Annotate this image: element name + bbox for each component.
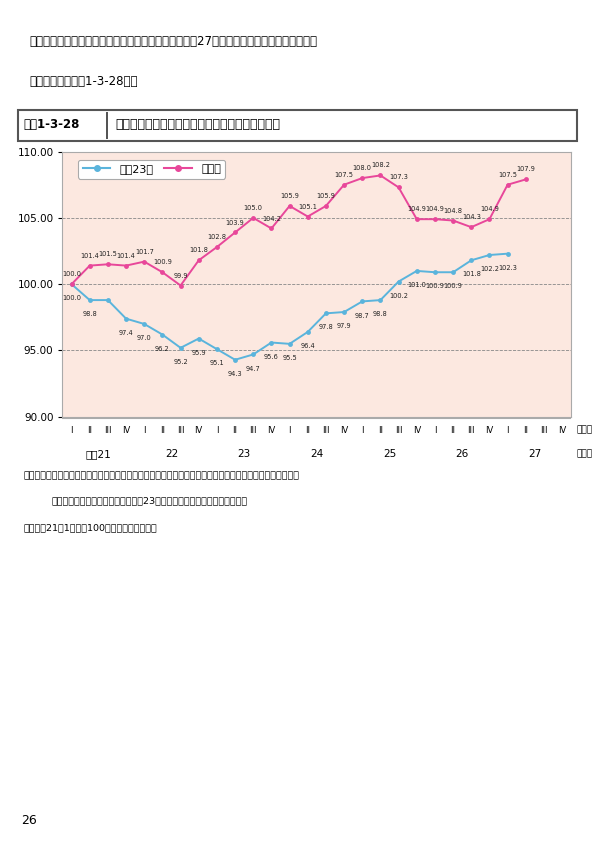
Text: 108.2: 108.2 <box>371 163 390 168</box>
Text: 図表1-3-28: 図表1-3-28 <box>23 119 80 131</box>
Text: （期）: （期） <box>577 426 593 434</box>
Text: III: III <box>249 426 257 434</box>
Text: IV: IV <box>413 426 421 434</box>
Text: 26: 26 <box>456 449 469 459</box>
Text: 101.4: 101.4 <box>80 253 99 258</box>
Text: 95.5: 95.5 <box>282 355 297 361</box>
Text: III: III <box>395 426 402 434</box>
Text: III: III <box>468 426 475 434</box>
Text: 107.5: 107.5 <box>334 172 353 178</box>
Text: 98.7: 98.7 <box>355 312 369 318</box>
Text: 105.9: 105.9 <box>317 193 336 199</box>
Text: 101.0: 101.0 <box>408 282 426 288</box>
Text: 98.8: 98.8 <box>373 312 388 317</box>
Text: I: I <box>143 426 146 434</box>
Text: 101.8: 101.8 <box>189 248 208 253</box>
Text: II: II <box>523 426 528 434</box>
Text: 22: 22 <box>165 449 178 459</box>
Text: 96.2: 96.2 <box>155 346 170 352</box>
Text: 賃貸マンションの賃料指数の推移については、平成27年度は、東京都区部、大阪市とも: 賃貸マンションの賃料指数の推移については、平成27年度は、東京都区部、大阪市とも <box>30 35 318 48</box>
Text: 資料：「マンション賮料インデックス（アットホーム（株）、（株）三井住友トラスト基瞒研究所）頊賌型: 資料：「マンション賮料インデックス（アットホーム（株）、（株）三井住友トラスト基… <box>24 472 300 481</box>
Text: 99.9: 99.9 <box>173 273 188 279</box>
Text: に上昇した（図表1-3-28）。: に上昇した（図表1-3-28）。 <box>30 75 138 88</box>
Text: 102.2: 102.2 <box>480 266 499 272</box>
Text: 103.9: 103.9 <box>226 220 245 226</box>
Text: IV: IV <box>340 426 348 434</box>
Text: 100.9: 100.9 <box>444 284 462 290</box>
Text: IV: IV <box>267 426 275 434</box>
Text: 107.5: 107.5 <box>498 172 517 178</box>
Text: I: I <box>215 426 218 434</box>
Text: 105.1: 105.1 <box>298 204 317 210</box>
Text: II: II <box>233 426 237 434</box>
Text: IV: IV <box>486 426 494 434</box>
Text: 97.9: 97.9 <box>337 323 352 329</box>
Text: 25: 25 <box>383 449 396 459</box>
Text: 105.0: 105.0 <box>244 205 263 211</box>
Text: III: III <box>177 426 184 434</box>
Text: 95.6: 95.6 <box>264 354 279 360</box>
Text: II: II <box>450 426 456 434</box>
Text: 104.9: 104.9 <box>408 206 426 212</box>
Text: 24: 24 <box>310 449 324 459</box>
Text: 97.8: 97.8 <box>318 324 333 330</box>
Legend: 東京23区, 大阪市: 東京23区, 大阪市 <box>78 160 226 179</box>
Text: 101.4: 101.4 <box>117 253 136 258</box>
Text: II: II <box>305 426 310 434</box>
Bar <box>107 112 108 139</box>
Text: I: I <box>70 426 73 434</box>
Text: 101.8: 101.8 <box>462 271 481 277</box>
Text: 94.3: 94.3 <box>228 370 242 377</box>
Text: 104.8: 104.8 <box>444 208 462 214</box>
Text: 注：平成21年1月期を100とした指数値である: 注：平成21年1月期を100とした指数値である <box>24 523 158 532</box>
Text: 101.5: 101.5 <box>98 252 117 258</box>
Text: III: III <box>540 426 547 434</box>
Text: II: II <box>160 426 165 434</box>
Text: IV: IV <box>122 426 130 434</box>
Text: 97.4: 97.4 <box>118 330 133 336</box>
Text: 26: 26 <box>21 814 36 828</box>
Text: 108.0: 108.0 <box>353 165 372 171</box>
Text: I: I <box>434 426 436 434</box>
Text: III: III <box>322 426 330 434</box>
Text: II: II <box>87 426 92 434</box>
Text: 27: 27 <box>528 449 541 459</box>
Text: II: II <box>378 426 383 434</box>
Text: 107.3: 107.3 <box>389 174 408 180</box>
Text: 104.3: 104.3 <box>462 214 481 221</box>
Text: 100.0: 100.0 <box>62 296 81 301</box>
Text: 105.9: 105.9 <box>280 193 299 199</box>
Text: 98.8: 98.8 <box>82 312 97 317</box>
Text: I: I <box>289 426 291 434</box>
Text: III: III <box>104 426 112 434</box>
Text: 102.8: 102.8 <box>208 234 227 240</box>
Text: 95.2: 95.2 <box>173 359 188 365</box>
Text: 104.9: 104.9 <box>480 206 499 212</box>
Text: 95.9: 95.9 <box>192 349 206 355</box>
Text: 100.0: 100.0 <box>62 271 81 277</box>
Text: IV: IV <box>558 426 566 434</box>
Text: 95.1: 95.1 <box>209 360 224 366</box>
Text: （年）: （年） <box>577 450 593 458</box>
Text: 100.9: 100.9 <box>153 259 172 265</box>
Text: 102.3: 102.3 <box>498 264 517 271</box>
Text: 97.0: 97.0 <box>137 335 152 341</box>
Text: 平成21: 平成21 <box>86 449 112 459</box>
Text: 96.4: 96.4 <box>300 343 315 349</box>
Text: 23: 23 <box>237 449 250 459</box>
Text: 104.9: 104.9 <box>425 206 444 212</box>
Text: 94.7: 94.7 <box>246 365 261 371</box>
Text: 100.9: 100.9 <box>425 284 444 290</box>
Text: IV: IV <box>195 426 203 434</box>
Text: 101.7: 101.7 <box>135 248 154 254</box>
Text: I: I <box>506 426 509 434</box>
Text: 東京都区部・大阪市のマンション賃料指数の推移: 東京都区部・大阪市のマンション賃料指数の推移 <box>115 119 281 131</box>
Text: 107.9: 107.9 <box>516 167 536 173</box>
Text: I: I <box>361 426 364 434</box>
Text: 104.2: 104.2 <box>262 216 281 221</box>
Text: 100.2: 100.2 <box>389 293 408 299</box>
Text: （部屋タイプ：総合、エリア：東京23区・大阪市）」より国土交通省作成: （部屋タイプ：総合、エリア：東京23区・大阪市）」より国土交通省作成 <box>52 497 248 506</box>
